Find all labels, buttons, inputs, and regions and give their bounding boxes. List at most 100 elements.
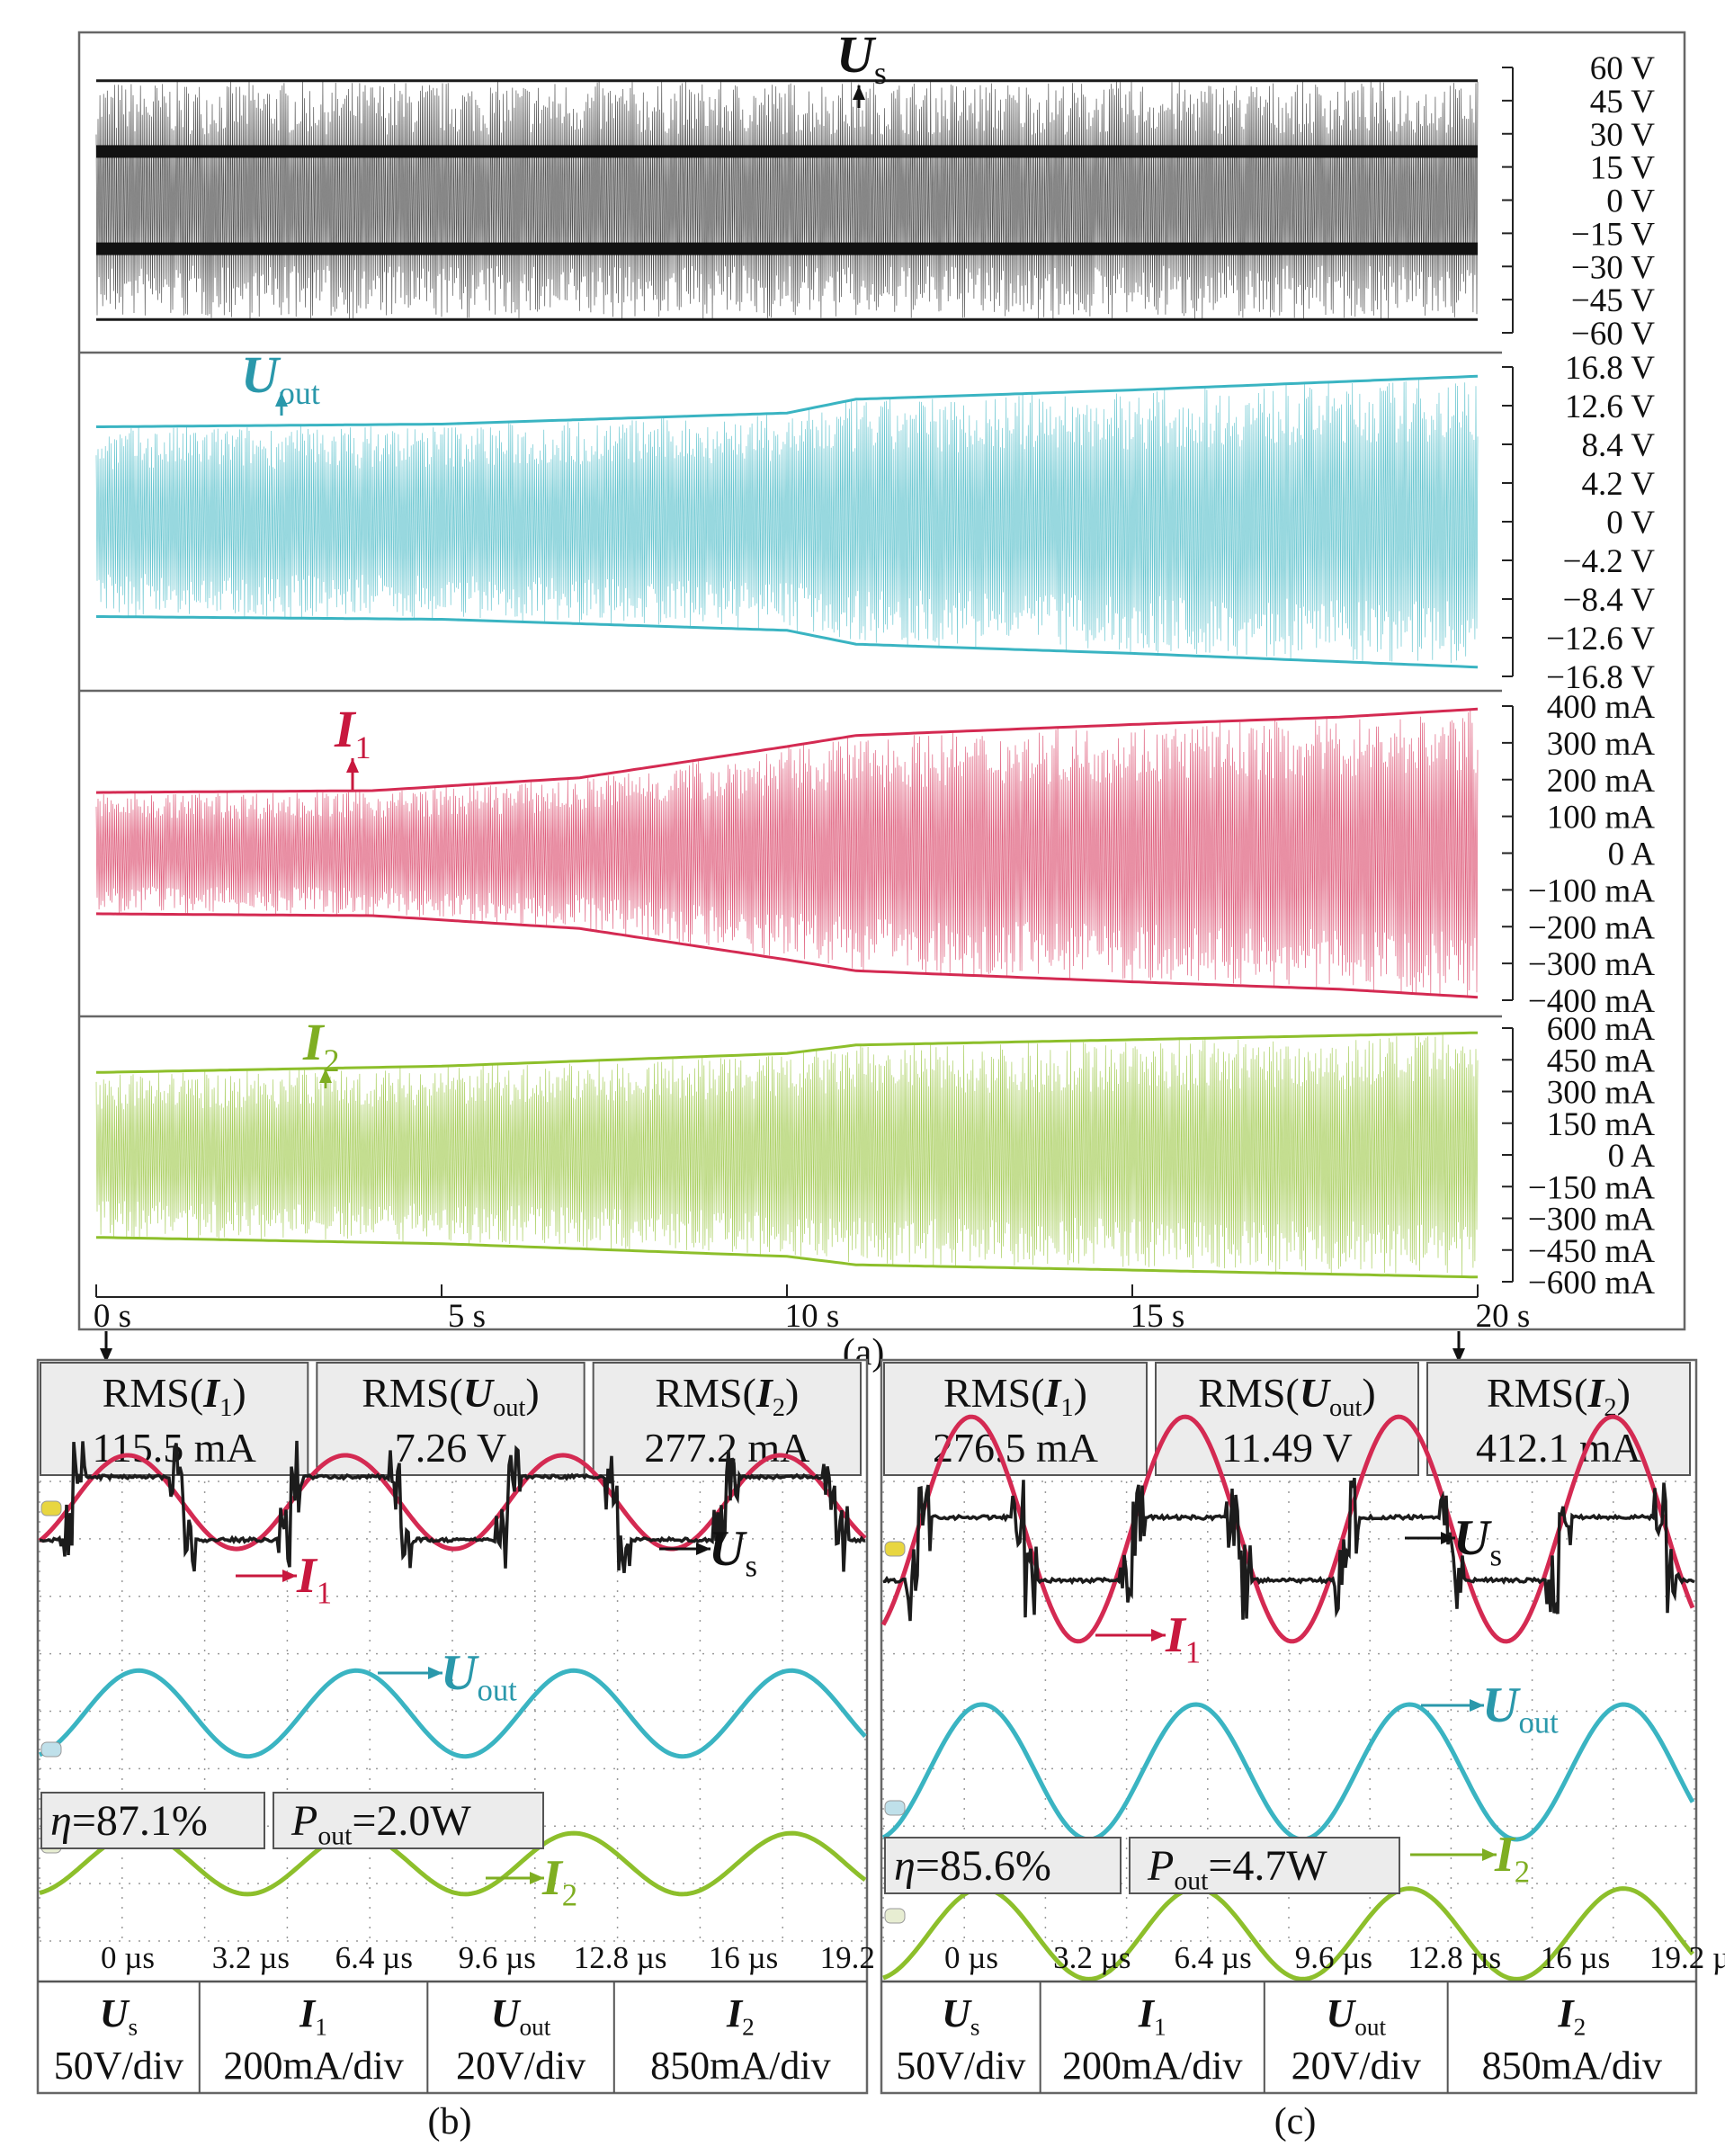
x-tick-label: 15 s xyxy=(1131,1298,1185,1335)
rms-value: 11.49 V xyxy=(1221,1425,1353,1471)
trace-label: Us xyxy=(1453,1510,1502,1572)
waveform-strip-u-out: 16.8 V12.6 V8.4 V4.2 V0 V−4.2 V−8.4 V−12… xyxy=(79,350,1655,696)
scale-channel: Uout xyxy=(491,1991,551,2041)
y-tick-label: 0 V xyxy=(1606,505,1655,541)
panel-a: 60 V45 V30 V15 V0 V−15 V−30 V−45 V−60 V1… xyxy=(77,25,1686,1373)
trace-label: I1 xyxy=(296,1548,332,1610)
waveform-uout xyxy=(881,1702,1695,1842)
arrow-head xyxy=(275,392,288,407)
y-tick-label: −150 mA xyxy=(1528,1169,1655,1206)
rms-value: 276.5 mA xyxy=(933,1425,1098,1471)
waveform-trace xyxy=(95,80,1479,320)
pout-label: Pout=4.7W xyxy=(1147,1842,1327,1896)
arrow-head xyxy=(346,758,359,773)
rms-value: 412.1 mA xyxy=(1476,1425,1641,1471)
y-tick-label: −300 mA xyxy=(1528,1202,1655,1239)
x-tick-label: 12.8 µs xyxy=(1408,1940,1501,1975)
y-tick-label: −4.2 V xyxy=(1563,543,1656,580)
y-tick-label: −450 mA xyxy=(1528,1233,1655,1270)
arrow-head xyxy=(1441,1532,1455,1544)
rms-label: RMS(Uout) xyxy=(362,1370,540,1422)
y-tick-label: 0 A xyxy=(1608,1138,1656,1175)
envelope-upper xyxy=(96,374,1479,428)
caption-c: (c) xyxy=(1274,2101,1317,2143)
x-tick-label: 5 s xyxy=(448,1298,486,1335)
y-tick-label: 15 V xyxy=(1590,150,1656,187)
scale-value: 50V/div xyxy=(896,2044,1025,2088)
scale-channel: I1 xyxy=(299,1991,327,2041)
y-tick-label: −100 mA xyxy=(1528,872,1655,909)
y-tick-label: −300 mA xyxy=(1528,946,1655,983)
trace-label: Uout xyxy=(441,1645,517,1707)
y-tick-label: 4.2 V xyxy=(1581,466,1655,503)
arrow-head xyxy=(428,1667,442,1679)
y-tick-label: −30 V xyxy=(1571,249,1655,286)
waveform-trace xyxy=(95,380,1479,664)
channel-marker xyxy=(40,1500,62,1516)
y-tick-label: −12.6 V xyxy=(1546,621,1655,658)
y-tick-label: −600 mA xyxy=(1528,1265,1655,1302)
x-tick-label: 9.6 µs xyxy=(1295,1940,1372,1975)
x-tick-label: 9.6 µs xyxy=(459,1940,536,1975)
eta-label: η=87.1% xyxy=(50,1797,208,1845)
eta-box xyxy=(884,1837,1122,1894)
scale-value: 200mA/div xyxy=(1062,2044,1242,2088)
arrow-head xyxy=(853,85,865,100)
arrow-head xyxy=(1482,1848,1497,1861)
rms-box xyxy=(1426,1362,1691,1476)
rms-label: RMS(Uout) xyxy=(1198,1370,1376,1422)
scale-value: 20V/div xyxy=(456,2044,585,2088)
x-tick-label: 0 s xyxy=(94,1298,131,1335)
y-tick-label: 450 mA xyxy=(1547,1042,1656,1079)
trace-label: Us xyxy=(709,1521,757,1583)
waveform-trace xyxy=(95,710,1479,997)
x-tick-label: 6.4 µs xyxy=(335,1940,413,1975)
envelope-lower xyxy=(95,912,1479,999)
rms-box xyxy=(316,1362,585,1476)
x-tick-label: 0 µs xyxy=(101,1940,155,1975)
waveform-i1 xyxy=(38,1453,867,1552)
y-tick-label: 45 V xyxy=(1590,84,1656,121)
arrow-head xyxy=(1470,1699,1484,1712)
scale-channel: Us xyxy=(942,1991,979,2041)
channel-marker xyxy=(884,1541,906,1557)
y-tick-label: −16.8 V xyxy=(1546,659,1655,696)
rms-label: RMS(I1) xyxy=(943,1370,1087,1422)
scale-channel: I2 xyxy=(1557,1991,1586,2041)
y-tick-label: −8.4 V xyxy=(1563,582,1656,619)
y-tick-label: 16.8 V xyxy=(1565,350,1655,387)
x-tick-label: 3.2 µs xyxy=(212,1940,290,1975)
y-tick-label: 600 mA xyxy=(1547,1011,1656,1048)
arrow-head xyxy=(530,1872,544,1884)
y-tick-label: 150 mA xyxy=(1547,1106,1656,1143)
x-tick-label: 16 µs xyxy=(1541,1940,1611,1975)
pout-box xyxy=(273,1792,544,1849)
y-tick-label: −60 V xyxy=(1571,316,1655,353)
y-tick-label: −15 V xyxy=(1571,216,1655,253)
channel-marker xyxy=(884,1800,906,1816)
trace-label-u-s: Us xyxy=(836,25,887,91)
y-tick-label: −200 mA xyxy=(1528,909,1655,946)
scale-channel: Us xyxy=(100,1991,138,2041)
scale-value: 850mA/div xyxy=(1482,2044,1662,2088)
y-tick-label: 100 mA xyxy=(1547,800,1656,836)
y-tick-label: 200 mA xyxy=(1547,763,1656,800)
trace-label-i-1: I1 xyxy=(334,700,371,765)
y-tick-label: 30 V xyxy=(1590,117,1656,154)
trace-label: I2 xyxy=(1494,1827,1530,1889)
scale-value: 50V/div xyxy=(54,2044,183,2088)
arrow-head xyxy=(1452,1348,1465,1363)
waveform-i2 xyxy=(882,1886,1694,1982)
rms-box xyxy=(883,1362,1148,1476)
y-tick-label: −45 V xyxy=(1571,282,1655,319)
channel-marker xyxy=(884,1908,906,1924)
rms-box xyxy=(1155,1362,1419,1476)
trace-label: I2 xyxy=(541,1850,577,1912)
arrow-head xyxy=(282,1570,297,1582)
scale-value: 20V/div xyxy=(1292,2044,1421,2088)
envelope-lower xyxy=(95,1236,1479,1279)
